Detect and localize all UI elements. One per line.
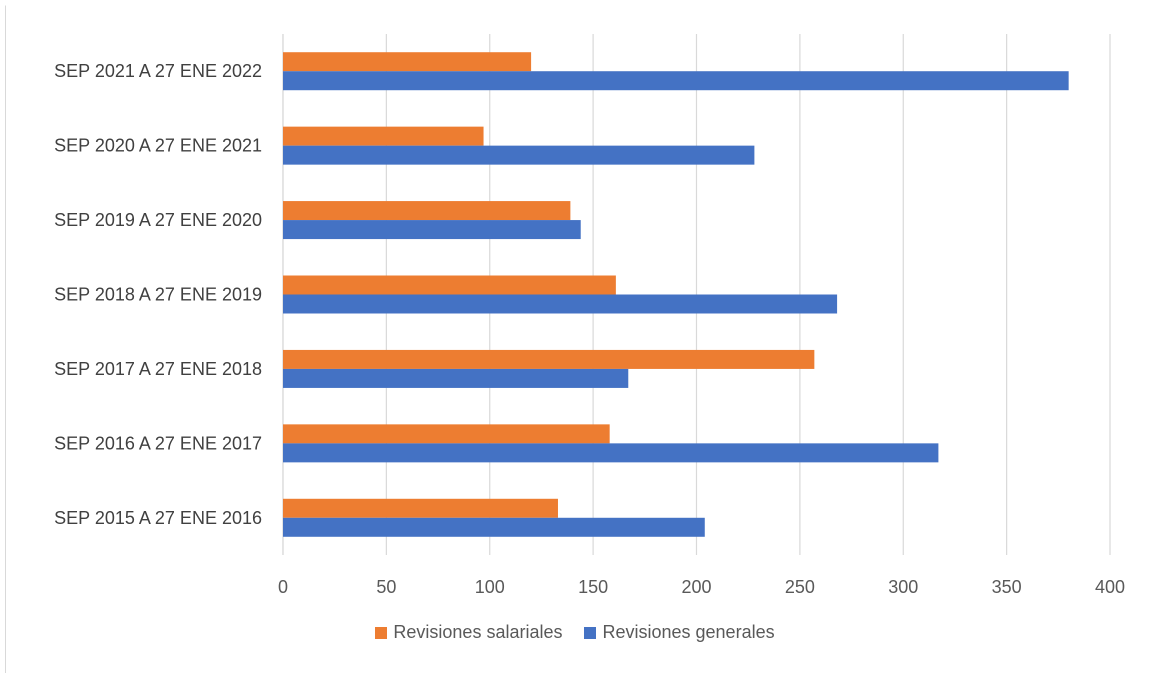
bar-salariales [283, 126, 484, 146]
legend-swatch-salariales [375, 626, 388, 639]
x-tick-label: 50 [376, 577, 396, 597]
x-tick-label: 400 [1095, 577, 1125, 597]
bar-salariales [283, 201, 571, 221]
category-label: SEP 2015 A 27 ENE 2016 [54, 508, 262, 528]
x-tick-label: 0 [278, 577, 288, 597]
category-label: SEP 2020 A 27 ENE 2021 [54, 136, 262, 156]
bar-salariales [283, 424, 610, 444]
x-tick-label: 150 [578, 577, 608, 597]
category-label: SEP 2016 A 27 ENE 2017 [54, 433, 262, 453]
bar-generales [283, 443, 939, 463]
x-tick-label: 250 [785, 577, 815, 597]
category-label: SEP 2021 A 27 ENE 2022 [54, 61, 262, 81]
x-tick-label: 200 [681, 577, 711, 597]
category-label: SEP 2018 A 27 ENE 2019 [54, 285, 262, 305]
chart-frame [5, 5, 1145, 673]
category-label: SEP 2019 A 27 ENE 2020 [54, 210, 262, 230]
bar-salariales [283, 349, 815, 369]
bar-salariales [283, 52, 532, 72]
x-tick-labels: 0 50 100 150 200 250 300 350 400 [278, 577, 1125, 597]
legend-item-generales: Revisiones generales [584, 622, 775, 643]
bar-generales [283, 294, 838, 314]
legend: Revisiones salariales Revisiones general… [0, 622, 1150, 643]
bar-generales [283, 517, 705, 537]
bar-salariales [283, 498, 558, 518]
legend-swatch-generales [584, 626, 597, 639]
legend-label-salariales: Revisiones salariales [393, 622, 563, 642]
bar-generales [283, 368, 629, 388]
x-tick-label: 100 [475, 577, 505, 597]
bars [283, 52, 1069, 537]
x-tick-label: 300 [888, 577, 918, 597]
bar-chart: SEP 2015 A 27 ENE 2016 SEP 2016 A 27 ENE … [54, 34, 1125, 597]
legend-item-salariales: Revisiones salariales [375, 622, 562, 643]
category-label: SEP 2017 A 27 ENE 2018 [54, 359, 262, 379]
category-labels: SEP 2015 A 27 ENE 2016 SEP 2016 A 27 ENE … [54, 61, 262, 528]
legend-label-generales: Revisiones generales [602, 622, 775, 642]
bar-generales [283, 71, 1069, 91]
bar-generales [283, 220, 581, 240]
bar-generales [283, 145, 755, 165]
bar-salariales [283, 275, 616, 295]
x-tick-label: 350 [992, 577, 1022, 597]
